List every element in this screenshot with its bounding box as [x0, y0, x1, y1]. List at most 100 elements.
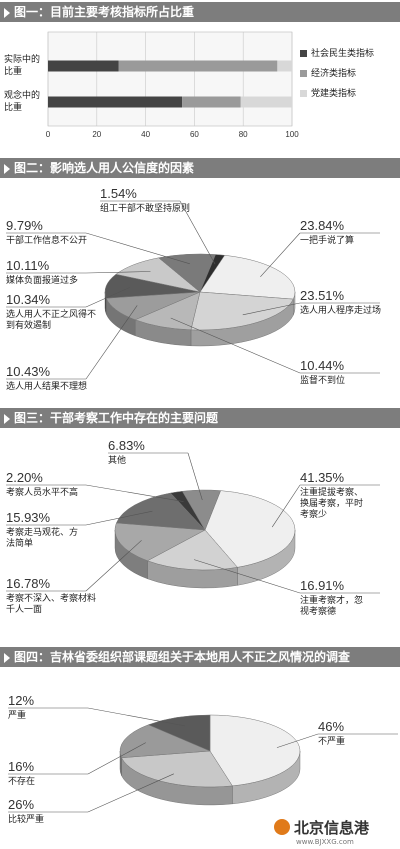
- chart2-pie-chart: 23.84%一把手说了算 23.51%选人用人程序走过场 10.44%监督不到位 10…: [6, 186, 381, 392]
- slice-percent: 10.44%: [300, 358, 345, 373]
- slice-percent: 1.54%: [100, 186, 137, 201]
- slice-percent: 23.51%: [300, 288, 345, 303]
- x-tick-label: 20: [92, 130, 101, 139]
- category-label: 比重: [4, 101, 22, 113]
- slice-label: 一把手说了算: [300, 234, 354, 246]
- leader-line: [87, 742, 146, 775]
- bar-segment: [182, 96, 241, 108]
- pie-slice: [190, 291, 294, 331]
- arrow-icon: [4, 413, 10, 424]
- slice-label: 考察少: [300, 508, 327, 520]
- chart1-header: 图一：目前主要考核指标所占比重: [0, 2, 400, 22]
- bar-segment: [240, 96, 292, 108]
- slice-label: 干部工作信息不公开: [6, 234, 87, 246]
- x-tick-label: 100: [285, 130, 299, 139]
- leader-line: [85, 232, 190, 265]
- slice-percent: 23.84%: [300, 218, 345, 233]
- slice-label: 考察不深入、考察材料: [6, 592, 96, 604]
- slice-percent: 10.11%: [6, 258, 50, 273]
- slice-percent: 12%: [8, 693, 34, 708]
- chart1-title: 图一：目前主要考核指标所占比重: [14, 5, 195, 19]
- chart4-pie-chart: 46%不严重 26%比较严重 16%不存在 12%严重北京信息港www.BJXXG.c…: [8, 693, 398, 846]
- legend-swatch: [300, 70, 307, 77]
- chart3-title: 图三：干部考察工作中存在的主要问题: [14, 411, 219, 425]
- pie-slice: [181, 489, 221, 531]
- bar-segment: [118, 60, 278, 72]
- slice-label: 注重考察才，忽: [300, 594, 363, 606]
- chart4-title: 图四：吉林省委组织部课题组关于本地用人不正之风情况的调查: [14, 650, 351, 664]
- legend-swatch: [300, 50, 307, 57]
- slice-percent: 10.34%: [6, 292, 51, 307]
- watermark-url: www.BJXXG.com: [296, 838, 354, 846]
- slice-label: 组工干部不敢坚持原则: [100, 202, 190, 214]
- chart3-header: 图三：干部考察工作中存在的主要问题: [0, 408, 400, 428]
- slice-percent: 2.20%: [6, 470, 43, 485]
- leader-line: [87, 773, 174, 813]
- x-tick-label: 40: [141, 130, 150, 139]
- slice-percent: 15.93%: [6, 510, 51, 525]
- arrow-icon: [4, 163, 10, 174]
- slice-percent: 9.79%: [6, 218, 43, 233]
- chart2-title: 图二：影响选人用人公信度的因素: [14, 161, 195, 175]
- leader-line: [260, 232, 301, 278]
- legend-swatch: [300, 90, 307, 97]
- leader-line: [194, 559, 301, 594]
- slice-percent: 26%: [8, 797, 34, 812]
- slice-percent: 6.83%: [108, 438, 145, 453]
- slice-label: 不存在: [8, 775, 35, 787]
- slice-label: 其他: [108, 454, 126, 466]
- category-label: 观念中的: [4, 89, 40, 101]
- bar-segment: [48, 60, 119, 72]
- slice-label: 注重提拔考察、: [300, 486, 363, 498]
- leader-line: [242, 302, 301, 316]
- watermark-icon: [274, 819, 290, 835]
- slice-label: 选人用人不正之风得不: [6, 308, 96, 320]
- leader-line: [271, 484, 301, 528]
- x-tick-label: 80: [239, 130, 248, 139]
- slice-percent: 41.35%: [300, 470, 345, 485]
- pie-slice: [114, 522, 206, 562]
- chart4-header: 图四：吉林省委组织部课题组关于本地用人不正之风情况的调查: [0, 647, 400, 667]
- slice-percent: 16.78%: [6, 576, 51, 591]
- pie-slice: [199, 255, 296, 300]
- slice-percent: 46%: [318, 719, 344, 734]
- pie-slice: [119, 724, 211, 759]
- leader-line: [85, 287, 130, 308]
- slice-percent: 16.91%: [300, 578, 345, 593]
- pie-slice: [199, 254, 226, 293]
- slice-label: 监督不到位: [300, 374, 345, 386]
- plot-area: [47, 31, 293, 127]
- pie-slice: [146, 529, 238, 571]
- bar-segment: [277, 60, 292, 72]
- legend-entry: 党建类指标: [311, 87, 356, 99]
- slice-label: 媒体负面报道过多: [6, 274, 78, 286]
- leader-line: [85, 271, 151, 274]
- chart2-header: 图二：影响选人用人公信度的因素: [0, 158, 400, 178]
- slice-label: 到有效遏制: [6, 319, 51, 331]
- category-label: 实际中的: [4, 53, 40, 65]
- arrow-icon: [4, 652, 10, 663]
- pie-slice: [116, 492, 206, 531]
- chart1-bar-chart: 0 20 40 60 80 100实际中的比重观念中的比重社会民生类指标经济类指标党建类指…: [4, 31, 374, 139]
- leader-line: [187, 452, 203, 501]
- category-label: 比重: [4, 65, 22, 77]
- legend-entry: 经济类指标: [311, 67, 356, 79]
- slice-label: 法简单: [6, 537, 33, 549]
- pie-slice: [121, 750, 233, 788]
- leader-line: [87, 707, 186, 727]
- slice-label: 考察走马观花、方: [6, 526, 78, 538]
- slice-label: 考察人员水平不高: [6, 486, 78, 498]
- leader-line: [85, 484, 184, 502]
- pie-slice: [204, 490, 296, 568]
- bar-segment: [48, 96, 183, 108]
- arrow-icon: [4, 7, 10, 18]
- leader-line: [85, 510, 153, 526]
- slice-percent: 16%: [8, 759, 34, 774]
- slice-label: 严重: [8, 709, 26, 721]
- leader-line: [85, 305, 138, 380]
- slice-label: 比较严重: [8, 813, 44, 825]
- x-tick-label: 60: [190, 130, 199, 139]
- slice-label: 选人用人结果不理想: [6, 380, 87, 392]
